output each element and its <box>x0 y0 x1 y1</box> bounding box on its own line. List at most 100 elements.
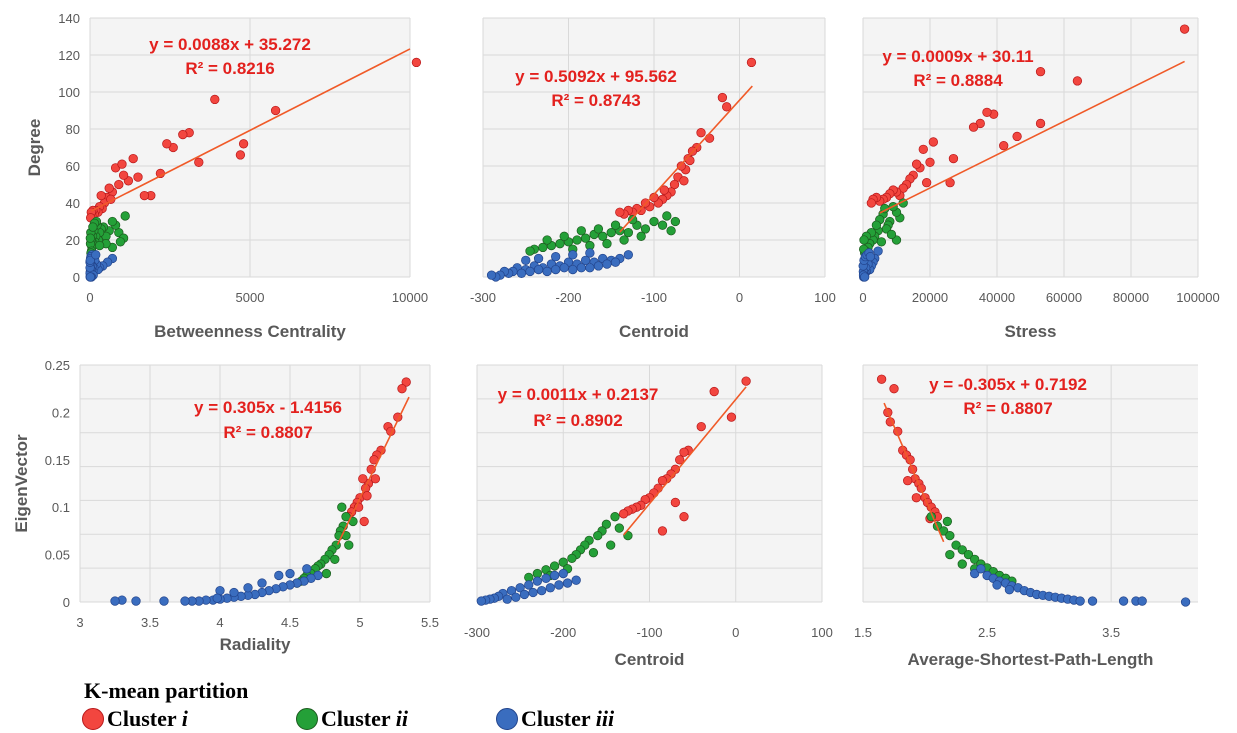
point-cluster-iii <box>860 272 870 282</box>
point-cluster-ii <box>330 554 340 564</box>
point-cluster-ii <box>662 211 672 221</box>
y-axis-label: EigenVector <box>12 434 31 533</box>
point-cluster-i <box>866 198 877 208</box>
point-cluster-ii <box>559 231 569 241</box>
point-cluster-ii <box>945 530 955 541</box>
point-cluster-ii <box>951 540 961 550</box>
point-cluster-i <box>676 161 687 171</box>
x-tick-label: -100 <box>636 625 662 640</box>
panel-degree-vs-stress: 0 20000 40000 60000 80000 100000 Stress y = 0.0… <box>858 17 1220 341</box>
trendline-equation: y = 0.5092x + 95.562 <box>515 67 677 86</box>
trendline <box>619 85 753 233</box>
legend-label: Cluster ii <box>321 706 408 731</box>
point-cluster-i <box>649 192 659 203</box>
y-tick-label: 0.25 <box>45 358 70 373</box>
point-cluster-i <box>918 144 928 155</box>
point-cluster-i <box>911 493 922 503</box>
point-cluster-ii <box>670 216 681 227</box>
point-cluster-i <box>746 57 757 68</box>
point-cluster-i <box>679 176 689 186</box>
point-cluster-iii <box>506 585 517 596</box>
point-cluster-ii <box>963 549 974 560</box>
point-cluster-ii <box>120 211 130 221</box>
point-cluster-ii <box>344 540 354 550</box>
point-cluster-iii <box>559 263 569 273</box>
point-cluster-iii <box>542 266 552 277</box>
point-cluster-ii <box>957 559 967 569</box>
point-cluster-i <box>1179 24 1190 34</box>
trendline-equation: y = -0.305x + 0.7192 <box>929 375 1087 394</box>
r-squared: R² = 0.8807 <box>223 423 312 442</box>
point-cluster-iii <box>1004 585 1015 595</box>
point-cluster-i <box>615 207 625 217</box>
point-cluster-iii <box>302 564 312 574</box>
point-cluster-i <box>948 153 959 164</box>
trendline-equation: y = 0.0009x + 30.11 <box>882 47 1033 66</box>
point-cluster-ii <box>542 235 552 245</box>
point-cluster-ii <box>576 226 586 236</box>
point-cluster-iii <box>593 261 604 271</box>
point-cluster-iii <box>528 587 538 598</box>
point-cluster-iii <box>976 564 986 574</box>
point-cluster-ii <box>619 235 629 245</box>
point-cluster-i <box>210 94 220 105</box>
point-cluster-iii <box>537 585 547 596</box>
legend-item-cluster-ii: Cluster ii <box>296 706 408 732</box>
point-cluster-ii <box>107 216 118 227</box>
point-cluster-iii <box>524 580 534 590</box>
point-cluster-i <box>679 447 689 457</box>
point-cluster-ii <box>593 530 603 541</box>
cluster-ii-swatch <box>296 708 318 730</box>
point-cluster-i <box>235 150 246 160</box>
point-cluster-ii <box>970 554 980 564</box>
point-cluster-ii <box>657 220 668 230</box>
point-cluster-iii <box>521 255 531 266</box>
x-tick-label: -300 <box>470 290 496 305</box>
y-tick-label: 140 <box>58 11 80 26</box>
x-tick-label: 4 <box>216 615 223 630</box>
panel-eigenvector-vs-aspl: 1.5 2.5 3.5 Average-Shortest-Path-Length y =… <box>854 364 1198 669</box>
point-cluster-i <box>1012 131 1022 142</box>
point-cluster-ii <box>957 545 967 555</box>
panel-degree-vs-betweenness: 0 20 40 60 80 100 120 140 0 5000 10000 Betweenness … <box>25 11 428 341</box>
point-cluster-i <box>133 172 143 182</box>
point-cluster-ii <box>666 226 676 236</box>
point-cluster-iii <box>229 587 239 598</box>
point-cluster-i <box>968 122 979 132</box>
x-tick-label: 3.5 <box>141 615 159 630</box>
y-tick-label: 80 <box>66 122 80 137</box>
x-tick-label: -200 <box>555 290 581 305</box>
point-cluster-i <box>358 474 368 484</box>
point-cluster-i <box>911 159 922 169</box>
point-cluster-ii <box>945 549 955 560</box>
point-cluster-i <box>238 139 249 149</box>
point-cluster-i <box>178 129 188 140</box>
point-cluster-ii <box>558 557 568 567</box>
point-cluster-iii <box>970 568 980 579</box>
x-tick-label: 1.5 <box>854 625 872 640</box>
point-cluster-iii <box>516 268 527 278</box>
point-cluster-iii <box>1180 597 1191 607</box>
point-cluster-iii <box>180 596 190 606</box>
point-cluster-i <box>679 512 689 522</box>
point-cluster-i <box>401 377 411 387</box>
point-cluster-i <box>657 526 668 536</box>
point-cluster-i <box>1035 118 1046 129</box>
legend: K-mean partition Cluster i Cluster ii Cl… <box>0 676 760 733</box>
y-tick-label: 0 <box>63 595 70 610</box>
point-cluster-iii <box>525 266 535 277</box>
x-tick-label: 20000 <box>912 290 948 305</box>
point-cluster-ii <box>88 222 98 232</box>
point-cluster-iii <box>576 263 586 273</box>
legend-label: Cluster iii <box>521 706 615 731</box>
point-cluster-iii <box>551 251 561 262</box>
point-cluster-ii <box>588 548 599 558</box>
point-cluster-i <box>999 140 1009 151</box>
point-cluster-i <box>194 157 204 167</box>
point-cluster-iii <box>541 573 551 583</box>
y-tick-label: 0.15 <box>45 453 70 468</box>
x-axis-label: Radiality <box>220 635 291 654</box>
point-cluster-iii <box>585 248 595 258</box>
point-cluster-ii <box>593 224 604 234</box>
